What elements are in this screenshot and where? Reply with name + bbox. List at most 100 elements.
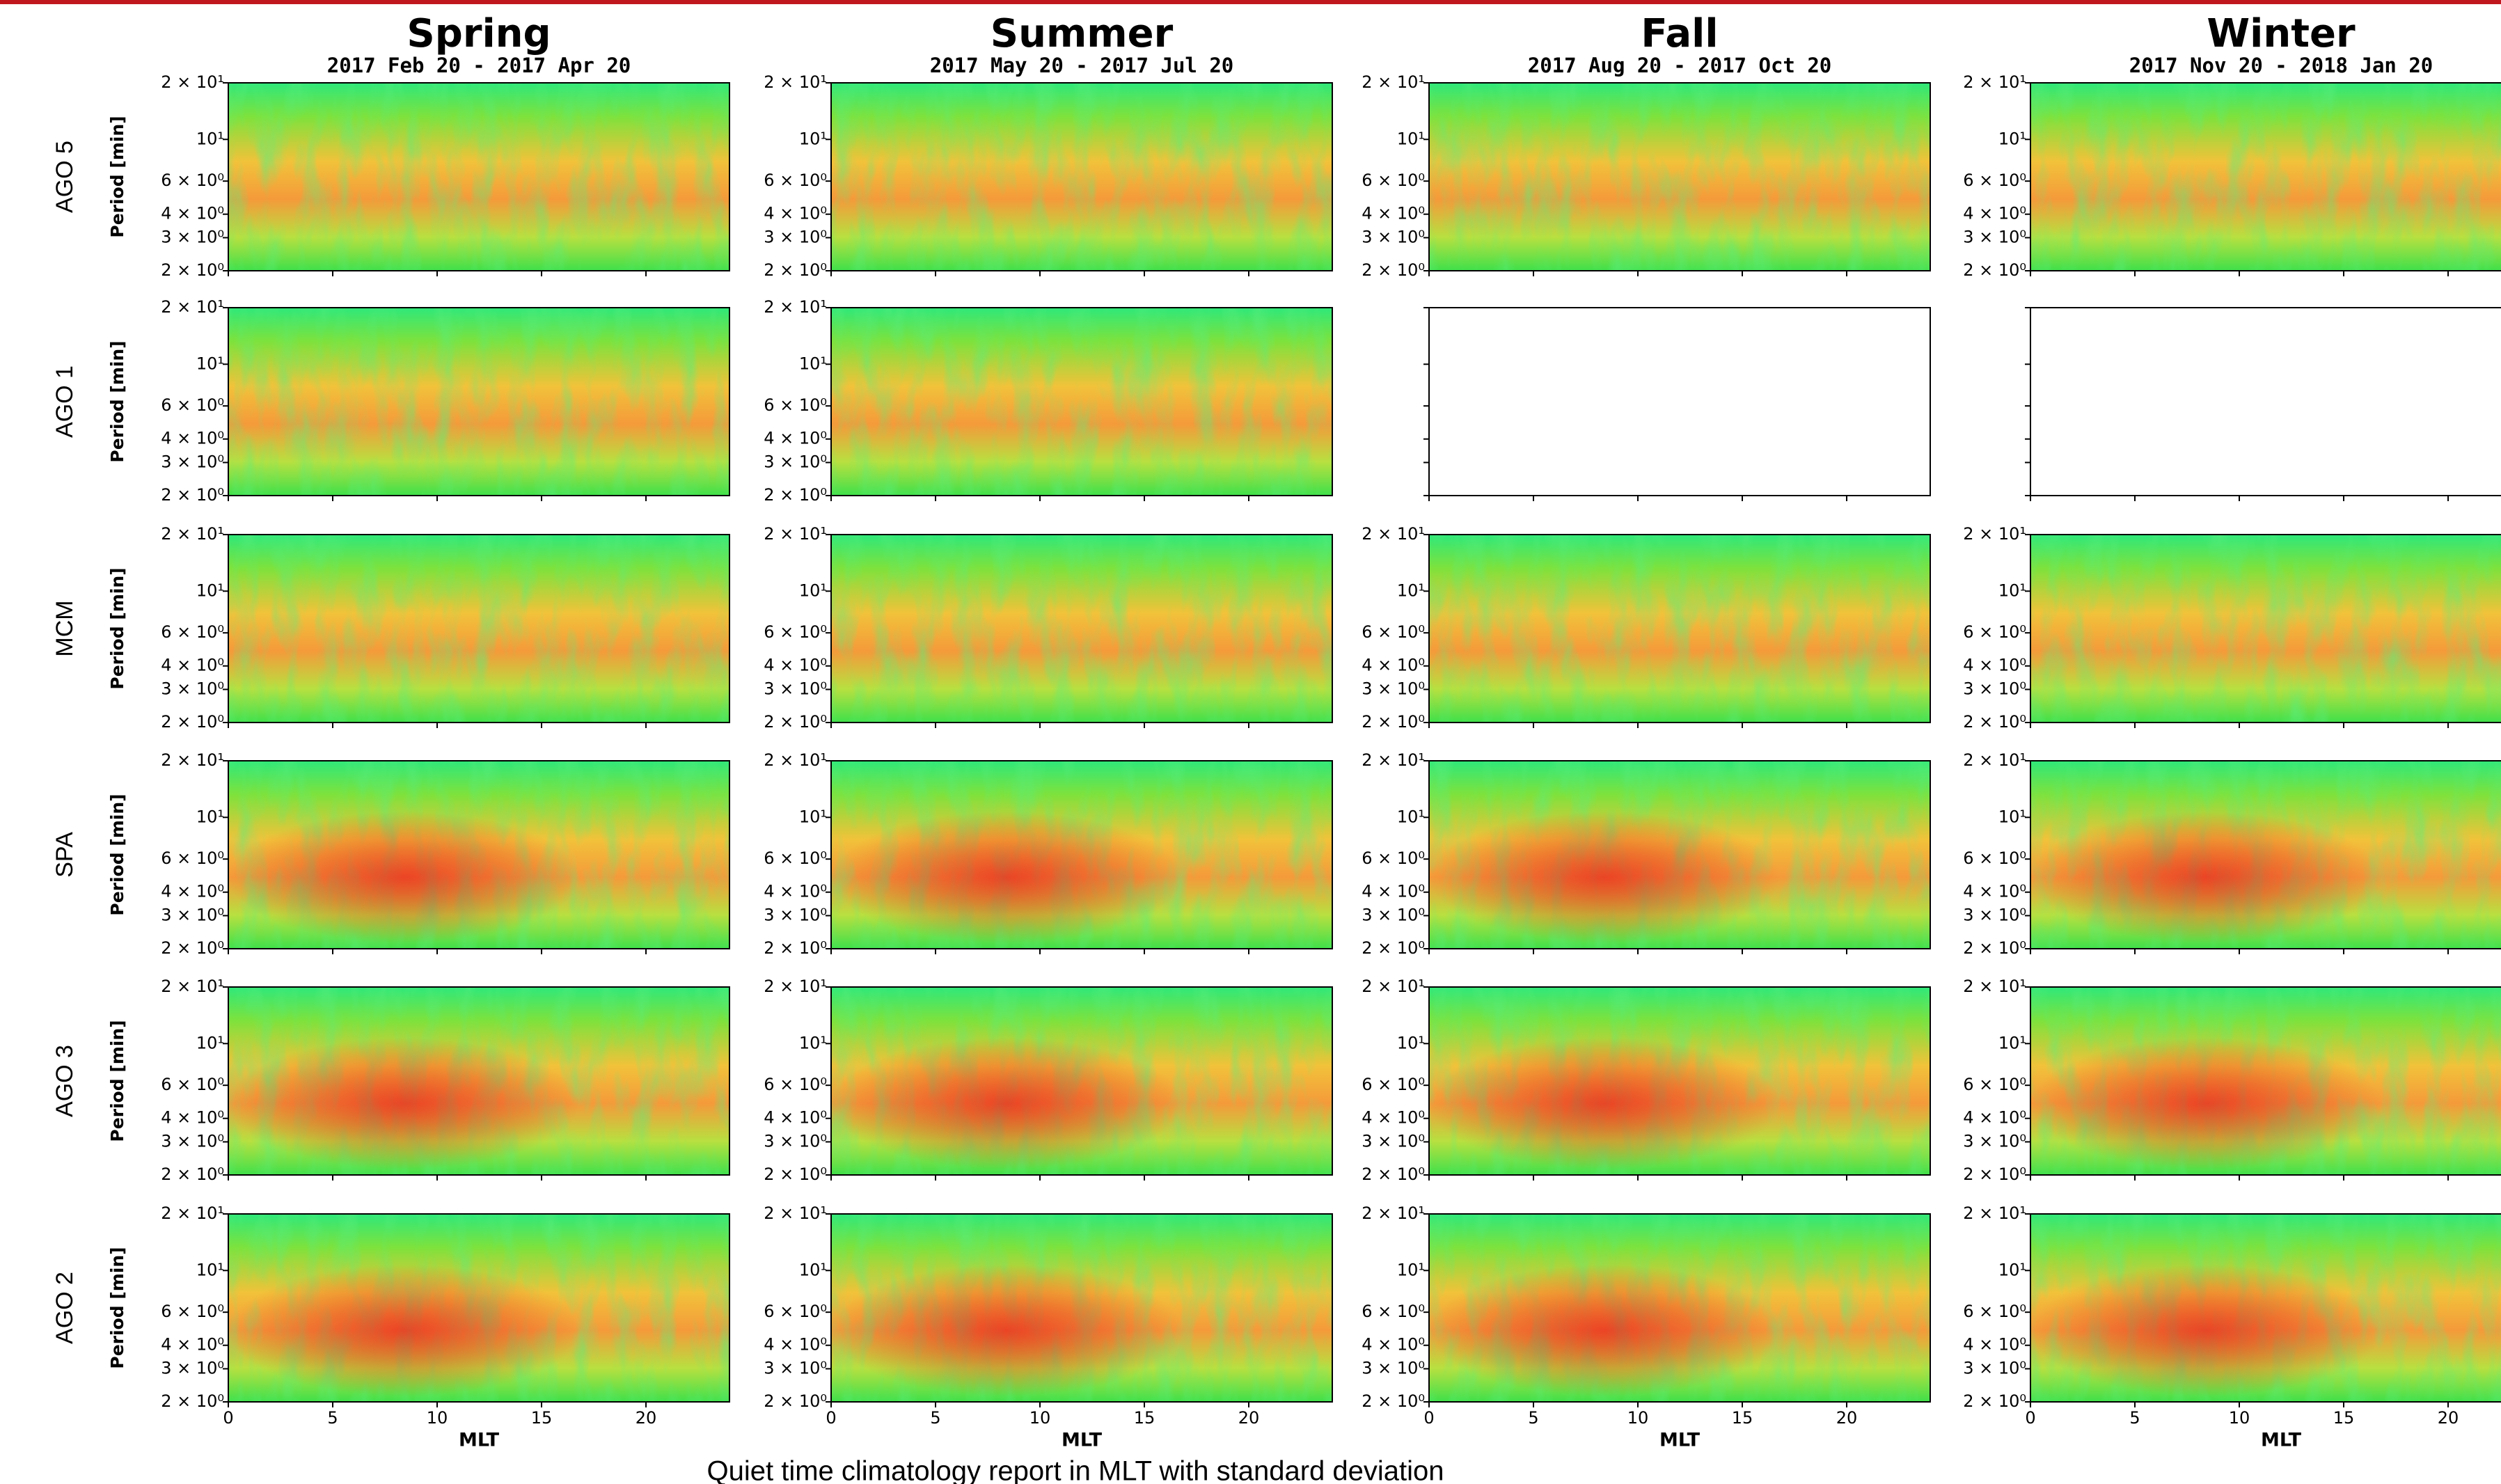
y-tick-label: 2 × 10⁰ [1963,712,2026,732]
y-tick-label: 4 × 10⁰ [764,656,827,675]
y-tick-label: 6 × 10⁰ [1362,848,1425,868]
panel-frame [2030,1213,2501,1403]
x-axis-label: MLT [2261,1430,2302,1451]
x-tick-label: 15 [531,1408,553,1428]
station-label: AGO 3 [52,1045,78,1117]
y-tick-label: 2 × 10¹ [1362,1203,1425,1223]
y-tick-label: 4 × 10⁰ [161,656,224,675]
heatmap-texture [831,83,1332,271]
x-tick-label: 15 [1732,1408,1753,1428]
panel-frame [1428,1213,1931,1403]
y-tick-label: 2 × 10⁰ [764,1165,827,1184]
heatmap-peak [228,1214,729,1402]
y-tick-label: 2 × 10⁰ [1362,1165,1425,1184]
x-tick-label: 5 [930,1408,940,1428]
y-tick-label: 6 × 10⁰ [161,848,224,868]
y-tick-label: 4 × 10⁰ [1362,204,1425,223]
y-tick-label: 2 × 10¹ [161,1203,224,1223]
y-tick-label: 10¹ [1397,1260,1425,1279]
y-tick-label: 6 × 10⁰ [764,395,827,415]
y-tick-label: 2 × 10¹ [1362,72,1425,92]
x-tick-label: 5 [2129,1408,2140,1428]
y-tick-label: 6 × 10⁰ [1362,622,1425,642]
y-tick-label: 2 × 10⁰ [1362,712,1425,732]
y-tick-label: 2 × 10⁰ [764,260,827,280]
y-tick-label: 6 × 10⁰ [764,1075,827,1094]
x-tick-label: 0 [2025,1408,2035,1428]
panel: 2 × 10⁰ 3 × 10⁰ 4 × 10⁰ 6 × 10⁰ 10¹ 2 × 10¹ [764,524,1333,732]
y-tick-label: 6 × 10⁰ [1362,171,1425,190]
y-tick-label: 6 × 10⁰ [764,1302,827,1321]
x-tick-label: 0 [826,1408,836,1428]
y-tick-label: 2 × 10⁰ [161,485,224,505]
station-label: AGO 1 [52,365,78,438]
y-tick-label: 2 × 10¹ [764,524,827,544]
x-tick-label: 20 [2438,1408,2459,1428]
heatmap-texture [1429,83,1930,271]
y-tick-label: 6 × 10⁰ [1963,1302,2026,1321]
y-tick-label: 4 × 10⁰ [161,1335,224,1355]
y-tick-label: 2 × 10¹ [161,977,224,996]
heatmap-texture [831,535,1332,723]
station-label: SPA [52,832,78,878]
y-tick-label: 2 × 10¹ [764,72,827,92]
panel: 2 × 10⁰ 3 × 10⁰ 4 × 10⁰ 6 × 10⁰ 10¹ 2 × 10¹ [1362,72,1931,280]
panel: 2 × 10⁰ 3 × 10⁰ 4 × 10⁰ 6 × 10⁰ 10¹ 2 × 10¹ [1963,750,2501,958]
y-tick-label: 3 × 10⁰ [764,905,827,924]
y-tick-label: 4 × 10⁰ [1362,882,1425,901]
y-tick-label: 3 × 10⁰ [764,1358,827,1378]
y-tick-label: 6 × 10⁰ [1963,622,2026,642]
heatmap-peak [228,987,729,1175]
panel-frame [1428,82,1931,271]
panel-frame [2030,534,2501,723]
heatmap-texture [228,535,729,723]
y-tick-label: 6 × 10⁰ [161,1302,224,1321]
y-tick-label: 2 × 10⁰ [764,485,827,505]
y-tick-label: 2 × 10⁰ [161,1391,224,1411]
y-tick-label: 10¹ [1397,581,1425,600]
x-axis-label: MLT [459,1430,500,1451]
y-tick-label: 2 × 10⁰ [161,260,224,280]
y-tick-label: 4 × 10⁰ [161,429,224,448]
y-tick-label: 4 × 10⁰ [764,1108,827,1128]
y-tick-label: 3 × 10⁰ [1963,905,2026,924]
y-tick-label: 6 × 10⁰ [1963,1075,2026,1094]
panel: 2 × 10⁰ 3 × 10⁰ 4 × 10⁰ 6 × 10⁰ 10¹ 2 × 10¹ [1362,524,1931,732]
y-tick-label: 6 × 10⁰ [1362,1302,1425,1321]
heatmap-peak [2030,761,2501,949]
y-tick-label: 2 × 10⁰ [764,938,827,958]
y-tick-label: 2 × 10¹ [161,750,224,770]
heatmap-texture [831,308,1332,496]
panel-frame [1428,307,1931,496]
panel-frame [830,1213,1333,1403]
x-tick-label: 15 [2333,1408,2355,1428]
y-axis-label: Period [min] [107,340,127,462]
y-tick-label: 3 × 10⁰ [1362,905,1425,924]
panel: 2 × 10⁰ 3 × 10⁰ 4 × 10⁰ 6 × 10⁰ 10¹ 2 × 10¹ 0 5… [1963,1203,2501,1451]
y-tick-label: 2 × 10¹ [1362,750,1425,770]
y-tick-label: 2 × 10¹ [1963,1203,2026,1223]
y-tick-label: 2 × 10⁰ [1963,260,2026,280]
season-dates: 2017 Aug 20 - 2017 Oct 20 [1528,54,1832,77]
panel-frame [830,307,1333,496]
x-tick-label: 10 [1029,1408,1051,1428]
heatmap-texture [2030,535,2501,723]
y-tick-label: 2 × 10¹ [161,72,224,92]
y-tick-label: 2 × 10¹ [764,750,827,770]
season-dates: 2017 May 20 - 2017 Jul 20 [930,54,1234,77]
y-tick-label: 10¹ [196,807,224,826]
y-tick-label: 3 × 10⁰ [764,227,827,246]
panel-frame [2030,307,2501,496]
x-tick-label: 20 [1238,1408,1260,1428]
y-tick-label: 10¹ [196,354,224,373]
station-label: MCM [52,600,78,656]
panel-frame [228,307,730,496]
panel-frame [228,82,730,271]
x-tick-label: 5 [1528,1408,1538,1428]
y-tick-label: 10¹ [799,1260,827,1279]
y-tick-label: 4 × 10⁰ [161,882,224,901]
panel-frame [228,986,730,1176]
panel-frame [228,534,730,723]
